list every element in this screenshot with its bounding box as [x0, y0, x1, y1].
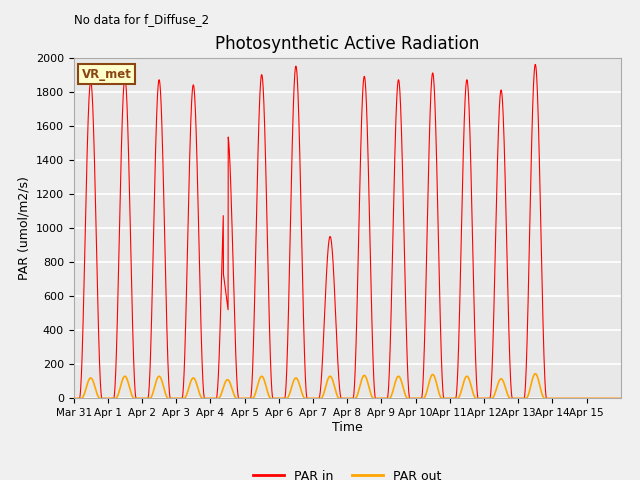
Title: Photosynthetic Active Radiation: Photosynthetic Active Radiation	[215, 35, 479, 53]
X-axis label: Time: Time	[332, 421, 363, 434]
Text: No data for f_Diffuse_2: No data for f_Diffuse_2	[74, 13, 209, 26]
Legend: PAR in, PAR out: PAR in, PAR out	[248, 465, 447, 480]
Text: VR_met: VR_met	[82, 68, 132, 81]
Y-axis label: PAR (umol/m2/s): PAR (umol/m2/s)	[17, 176, 30, 280]
